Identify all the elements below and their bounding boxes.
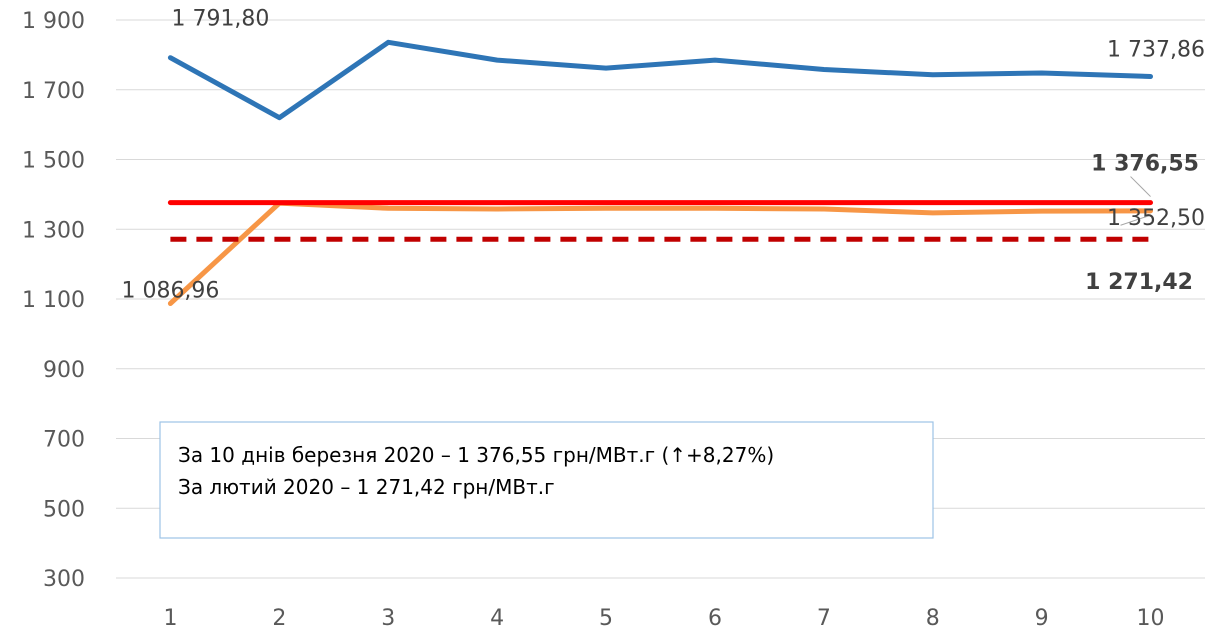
data-label: 1 352,50 [1107, 206, 1205, 231]
series-line-1 [167, 39, 1153, 121]
data-labels: 1 791,80 1 737,86 1 376,55 1 352,50 1 271,42… [121, 7, 1205, 304]
x-tick-label: 1 [163, 606, 177, 631]
y-tick-label: 1 900 [22, 9, 85, 34]
leader-line [1130, 176, 1151, 197]
y-tick-label: 1 100 [22, 288, 85, 313]
data-label: 1 791,80 [171, 7, 269, 32]
annotation-frame [159, 421, 934, 539]
leader-line [1120, 214, 1151, 226]
x-tick-label: 8 [926, 606, 940, 631]
data-label: 1 737,86 [1107, 38, 1205, 63]
annotation-box: За 10 днів березня 2020 – 1 376,55 грн/М… [159, 421, 934, 539]
x-tick-label: 3 [381, 606, 395, 631]
annotation-line: За 10 днів березня 2020 – 1 376,55 грн/М… [178, 443, 774, 467]
y-tick-label: 300 [43, 567, 85, 592]
x-tick-label: 4 [490, 606, 504, 631]
x-tick-label: 6 [708, 606, 722, 631]
y-axis-ticks: 300 500 700 900 1 100 1 300 1 500 1 700 1 900 [22, 9, 85, 592]
x-tick-label: 9 [1035, 606, 1049, 631]
x-tick-label: 10 [1137, 606, 1165, 631]
data-label: 1 376,55 [1091, 152, 1199, 177]
x-tick-label: 2 [272, 606, 286, 631]
data-label: 1 271,42 [1085, 270, 1193, 295]
y-tick-label: 1 500 [22, 149, 85, 174]
y-tick-label: 1 700 [22, 79, 85, 104]
x-axis-ticks: 1 2 3 4 5 6 7 8 9 10 [163, 606, 1164, 631]
y-tick-label: 500 [43, 497, 85, 522]
annotation-line: За лютий 2020 – 1 271,42 грн/МВт.г [178, 475, 555, 499]
x-tick-label: 7 [817, 606, 831, 631]
x-tick-label: 5 [599, 606, 613, 631]
data-label: 1 086,96 [121, 279, 219, 304]
y-tick-label: 900 [43, 358, 85, 383]
y-tick-label: 1 300 [22, 218, 85, 243]
series-line-2 [167, 200, 1153, 306]
label-leader-lines [1120, 176, 1151, 226]
series-lines [167, 39, 1153, 306]
y-tick-label: 700 [43, 428, 85, 453]
